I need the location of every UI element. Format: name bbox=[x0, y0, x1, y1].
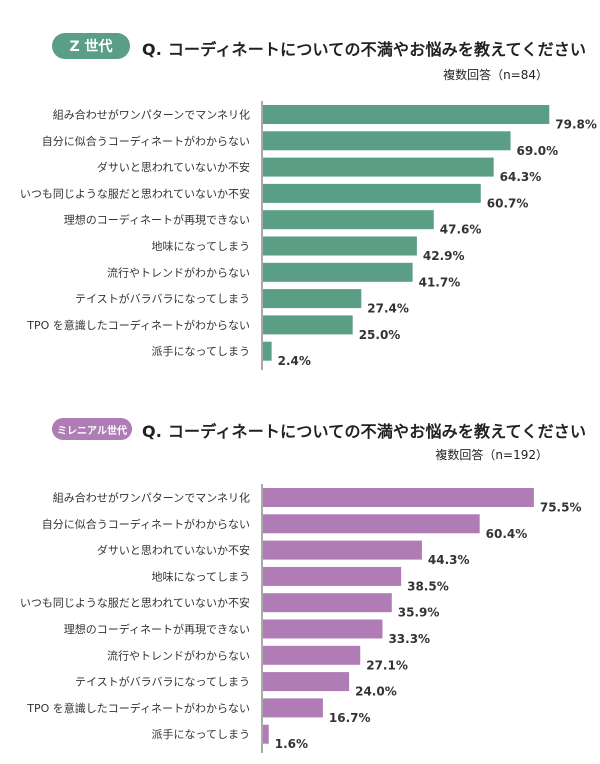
generation-badge: Z 世代 bbox=[52, 33, 130, 59]
respondent-note: 複数回答（n=84） bbox=[443, 68, 548, 82]
value-label: 24.0% bbox=[355, 685, 397, 699]
bar bbox=[263, 105, 550, 124]
category-label: 地味になってしまう bbox=[152, 240, 250, 253]
bar bbox=[263, 315, 353, 335]
bar bbox=[263, 262, 413, 282]
bar-chart: 組み合わせがワンパターンでマンネリ化 79.8% 自分に似合うコーディネートがわから… bbox=[20, 101, 597, 370]
value-label: 27.4% bbox=[367, 302, 409, 316]
value-label: 41.7% bbox=[419, 275, 461, 289]
value-label: 64.3% bbox=[500, 170, 542, 184]
category-label: 流行やトレンドがわからない bbox=[107, 648, 250, 662]
value-label: 33.3% bbox=[388, 632, 430, 646]
value-label: 44.3% bbox=[428, 553, 470, 567]
value-label: 1.6% bbox=[275, 737, 308, 751]
bar bbox=[263, 672, 350, 692]
category-label: いつも同じような服だと思われていないか不安 bbox=[20, 596, 250, 610]
value-label: 38.5% bbox=[407, 579, 449, 593]
value-label: 25.0% bbox=[359, 328, 401, 342]
bar bbox=[263, 289, 362, 309]
bar bbox=[263, 236, 417, 256]
bar bbox=[263, 566, 402, 586]
category-label: TPO を意識したコーディネートがわからない bbox=[26, 318, 250, 332]
value-label: 42.9% bbox=[423, 249, 465, 263]
bar bbox=[263, 698, 323, 718]
bar bbox=[263, 724, 269, 744]
category-label: 理想のコーディネートが再現できない bbox=[64, 213, 250, 227]
category-label: 自分に似合うコーディネートがわからない bbox=[42, 517, 250, 531]
bar bbox=[263, 131, 511, 151]
bar bbox=[263, 619, 383, 639]
value-label: 79.8% bbox=[555, 118, 597, 132]
value-label: 60.7% bbox=[487, 196, 529, 210]
category-label: テイストがバラバラになってしまう bbox=[75, 292, 250, 306]
category-label: 組み合わせがワンパターンでマンネリ化 bbox=[53, 491, 250, 505]
bar-chart: 組み合わせがワンパターンでマンネリ化 75.5% 自分に似合うコーディネートがわから… bbox=[20, 484, 582, 753]
category-label: TPO を意識したコーディネートがわからない bbox=[26, 701, 250, 715]
value-label: 75.5% bbox=[540, 501, 582, 515]
value-label: 69.0% bbox=[517, 144, 559, 158]
value-label: 27.1% bbox=[366, 658, 408, 672]
value-label: 16.7% bbox=[329, 711, 371, 725]
bar bbox=[263, 488, 534, 507]
category-label: ダサいと思われていないか不安 bbox=[97, 543, 250, 557]
category-label: 流行やトレンドがわからない bbox=[107, 265, 250, 279]
value-label: 47.6% bbox=[440, 223, 482, 237]
category-label: いつも同じような服だと思われていないか不安 bbox=[20, 186, 250, 200]
bar bbox=[263, 593, 392, 613]
bar bbox=[263, 341, 272, 361]
question-title: Q. コーディネートについての不満やお悩みを教えてください bbox=[142, 422, 587, 441]
bar bbox=[263, 157, 494, 177]
value-label: 2.4% bbox=[278, 354, 311, 368]
category-label: テイストがバラバラになってしまう bbox=[75, 675, 250, 689]
category-label: 理想のコーディネートが再現できない bbox=[64, 622, 250, 636]
value-label: 60.4% bbox=[486, 527, 528, 541]
category-label: 地味になってしまう bbox=[152, 570, 250, 583]
bar bbox=[263, 645, 361, 665]
bar bbox=[263, 183, 481, 203]
question-title: Q. コーディネートについての不満やお悩みを教えてください bbox=[142, 40, 587, 59]
category-label: ダサいと思われていないか不安 bbox=[97, 160, 250, 174]
bar bbox=[263, 210, 434, 230]
respondent-note: 複数回答（n=192） bbox=[435, 448, 548, 462]
bar bbox=[263, 540, 422, 560]
category-label: 派手になってしまう bbox=[152, 727, 250, 741]
value-label: 35.9% bbox=[398, 606, 440, 620]
bar bbox=[263, 514, 480, 534]
generation-badge: ミレニアル世代 bbox=[52, 418, 132, 440]
category-label: 自分に似合うコーディネートがわからない bbox=[42, 134, 250, 148]
category-label: 派手になってしまう bbox=[152, 344, 250, 358]
category-label: 組み合わせがワンパターンでマンネリ化 bbox=[53, 108, 250, 122]
